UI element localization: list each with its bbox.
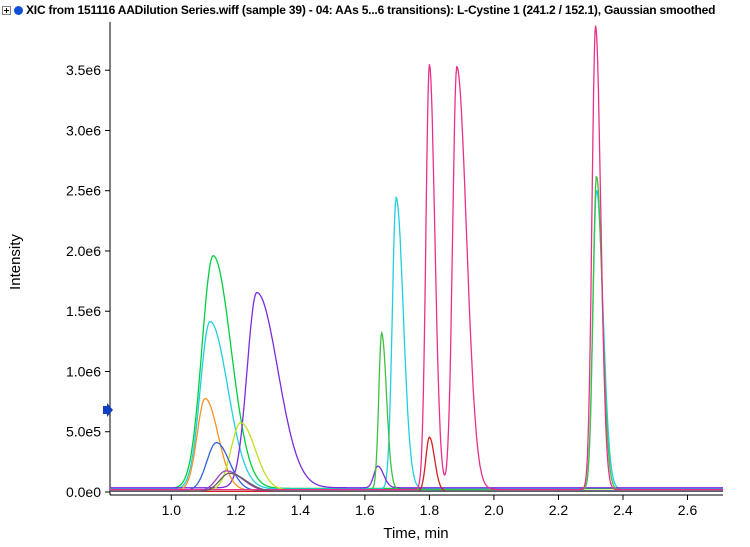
series-line-2 [110, 189, 723, 490]
series-line-7 [110, 175, 723, 491]
x-tick-label: 1.4 [291, 502, 311, 518]
x-tick-label: 2.2 [549, 502, 569, 518]
y-axis: 0.0e0 5.0e5 1.0e6 1.5e6 2.0e6 2.5e6 3.0e6 3.5e6 [66, 62, 110, 500]
x-axis: 1.0 1.2 1.4 1.6 1.8 2.0 2.2 2.4 2.6 [162, 495, 698, 518]
y-tick-label: 2.5e6 [66, 183, 101, 199]
series-line-5 [110, 422, 723, 491]
y-tick-label: 1.0e6 [66, 363, 101, 379]
y-tick-label: 3.0e6 [66, 122, 101, 138]
y-tick-label: 5.0e5 [66, 424, 101, 440]
expand-icon[interactable] [2, 5, 11, 15]
x-tick-label: 1.6 [355, 502, 375, 518]
x-tick-label: 1.0 [162, 502, 182, 518]
series-line-11 [110, 472, 723, 493]
x-tick-label: 2.6 [678, 502, 698, 518]
y-tick-label: 3.5e6 [66, 62, 101, 78]
marker-group [103, 403, 113, 418]
series-group [110, 25, 723, 493]
x-tick-label: 1.8 [420, 502, 440, 518]
x-tick-label: 2.0 [484, 502, 504, 518]
y-tick-label: 2.0e6 [66, 243, 101, 259]
title-bar: XIC from 151116 AADilution Series.wiff (… [0, 0, 750, 20]
y-tick-label: 1.5e6 [66, 303, 101, 319]
chart-title: XIC from 151116 AADilution Series.wiff (… [26, 3, 716, 17]
marker-arrow-icon [103, 403, 113, 418]
series-line-3 [110, 291, 723, 489]
status-dot-icon [14, 5, 23, 15]
plot-frame [109, 22, 723, 496]
x-axis-label: Time, min [383, 525, 448, 542]
x-tick-label: 2.4 [613, 502, 633, 518]
series-line-8 [110, 25, 723, 491]
y-axis-label: Intensity [7, 234, 24, 290]
x-tick-label: 1.2 [226, 502, 246, 518]
y-tick-label: 0.0e0 [66, 484, 101, 500]
